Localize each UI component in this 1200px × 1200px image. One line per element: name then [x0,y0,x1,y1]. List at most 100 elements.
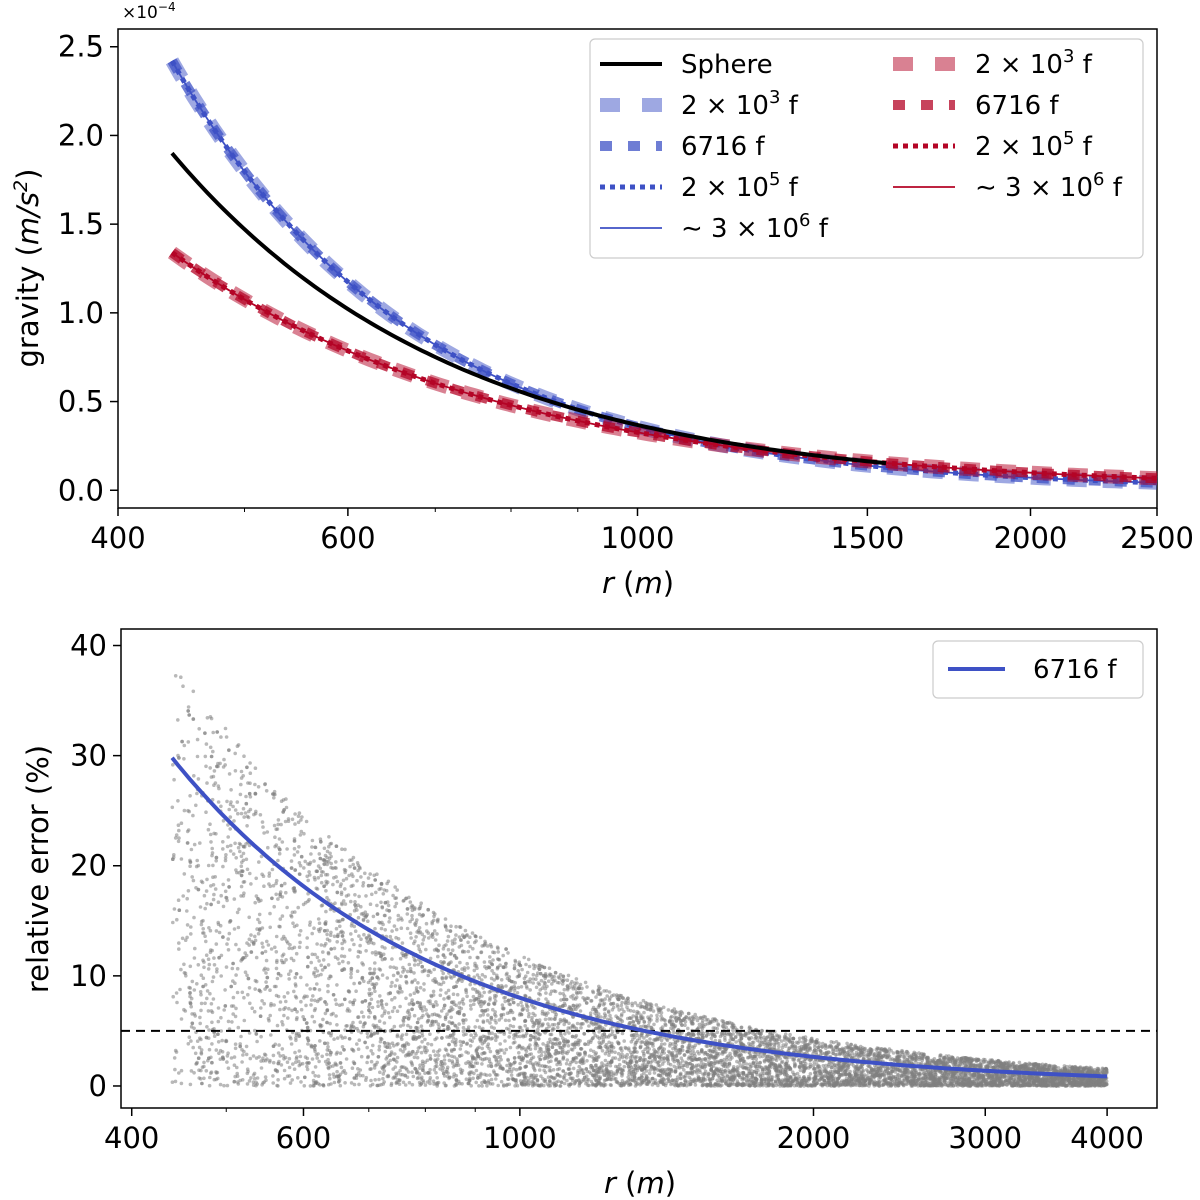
scatter-point [276,818,281,822]
scatter-point [176,839,181,844]
scatter-point [347,873,351,878]
scatter-point [242,754,246,758]
scatter-point [225,844,230,849]
scatter-point [533,1046,538,1051]
scatter-point [715,1026,719,1031]
scatter-point [527,1011,531,1016]
scatter-point [209,775,214,779]
scatter-point [479,1073,483,1077]
legend-label: ∼ 3 × 106 f [975,169,1123,203]
gravity-legend-box [589,38,1144,259]
scatter-point [559,1046,563,1050]
scatter-point [177,1071,181,1075]
scatter-point [260,820,265,824]
scatter-point [436,954,440,959]
scatter-point [198,1015,202,1020]
scatter-point [359,937,363,941]
scatter-point [493,1032,498,1037]
scatter-point [244,1044,249,1049]
scatter-point [377,1048,382,1052]
scatter-point [462,950,467,954]
scatter-point [204,810,208,814]
legend-label: Sphere [681,50,773,80]
scatter-point [850,1051,854,1056]
scatter-point [506,1077,510,1081]
scatter-point [269,947,274,951]
scatter-point [413,958,418,963]
scatter-point [367,933,371,938]
scatter-point [492,950,497,955]
scatter-point [348,948,352,952]
scatter-point [407,962,412,967]
scatter-point [449,1015,454,1020]
scatter-point [199,992,203,997]
scatter-point [474,1080,479,1085]
scatter-point [227,1027,232,1031]
scatter-point [537,982,542,987]
scatter-point [238,842,243,847]
scatter-point [211,749,215,754]
scatter-point [290,1078,295,1082]
series-line-red-dash-light [167,246,1158,486]
scatter-point [190,875,194,879]
scatter-point [731,1028,735,1033]
scatter-point [833,1048,838,1053]
scatter-point [233,808,238,812]
scatter-point [267,1060,272,1064]
scatter-point [594,995,598,999]
scatter-point [466,940,470,945]
scatter-point [390,997,394,1002]
scatter-point [274,950,279,954]
scatter-point [446,988,451,993]
y-tick-label: 2.5 [58,30,104,64]
scatter-point [332,946,337,951]
scatter-point [441,980,446,985]
scatter-point [274,966,279,971]
scatter-point [480,1080,484,1085]
scatter-point [428,999,432,1003]
scatter-point [380,945,385,949]
scatter-point [519,985,524,989]
scatter-point [315,982,319,986]
scatter-point [357,934,361,938]
scatter-point [505,1011,510,1015]
scatter-point [370,951,375,955]
scatter-point [284,958,288,962]
scatter-point [422,935,427,939]
scatter-point [631,1020,635,1024]
scatter-point [361,1014,366,1019]
scatter-point [547,966,552,970]
scatter-point [196,963,201,967]
scatter-point [546,1075,551,1079]
scatter-point [744,1062,749,1066]
scatter-point [376,951,381,955]
scatter-point [468,944,472,949]
scatter-point [468,998,473,1003]
scatter-point [450,1054,454,1059]
scatter-point [352,924,357,929]
scatter-point [694,1015,699,1020]
scatter-point [377,1077,381,1082]
scatter-point [461,1021,466,1025]
scatter-point [292,853,297,857]
scatter-point [290,1008,294,1013]
scatter-point [393,904,397,909]
scatter-point [343,1081,347,1085]
scatter-point [449,924,453,928]
scatter-point [754,1060,759,1064]
scatter-point [356,1071,361,1075]
scatter-point [453,937,457,941]
scatter-point [366,941,371,945]
scatter-point [287,972,291,976]
scatter-point [298,929,303,933]
scatter-point [426,936,431,940]
scatter-point [291,1062,295,1066]
scatter-point [238,792,243,797]
scatter-point [204,953,209,957]
scatter-point [189,932,193,936]
scatter-point [580,986,584,991]
scatter-point [186,705,191,709]
scatter-point [317,959,321,963]
scatter-point [320,903,325,907]
